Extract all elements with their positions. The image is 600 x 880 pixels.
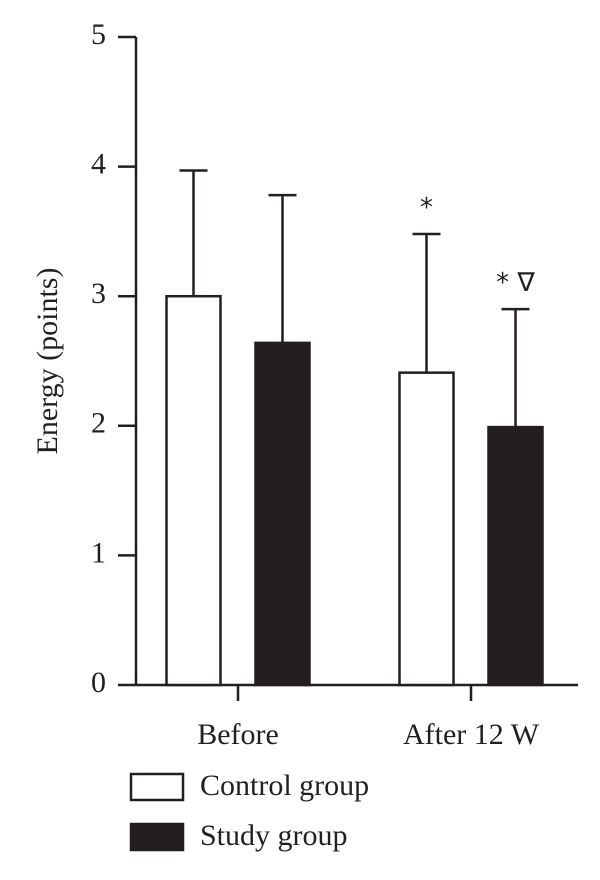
y-tick-label: 1: [91, 536, 106, 569]
significance-annotation: * ∇: [496, 268, 535, 298]
bar: [165, 294, 222, 687]
y-tick-label: 3: [91, 277, 106, 310]
y-tick-label: 2: [91, 407, 106, 440]
bar: [487, 425, 544, 687]
y-tick-label: 0: [91, 666, 106, 699]
bars: [165, 294, 544, 687]
legend-label: Control group: [200, 769, 369, 802]
y-axis-label: Energy (points): [31, 268, 64, 455]
annotations: * * ∇: [420, 193, 535, 298]
y-ticks: 0 1 2 3 4 5: [91, 18, 136, 699]
legend-label: Study group: [200, 819, 348, 852]
x-ticks: Before After 12 W: [197, 685, 540, 751]
bar: [398, 371, 455, 687]
x-category-label: After 12 W: [403, 718, 540, 751]
legend-swatch: [129, 822, 185, 852]
legend: Control group Study group: [129, 769, 369, 852]
error-bars: [179, 169, 530, 428]
bar: [254, 341, 311, 687]
y-tick-label: 4: [91, 147, 106, 180]
x-category-label: Before: [197, 718, 279, 751]
legend-swatch: [129, 772, 185, 802]
y-tick-label: 5: [91, 18, 106, 51]
significance-annotation: *: [420, 193, 433, 223]
